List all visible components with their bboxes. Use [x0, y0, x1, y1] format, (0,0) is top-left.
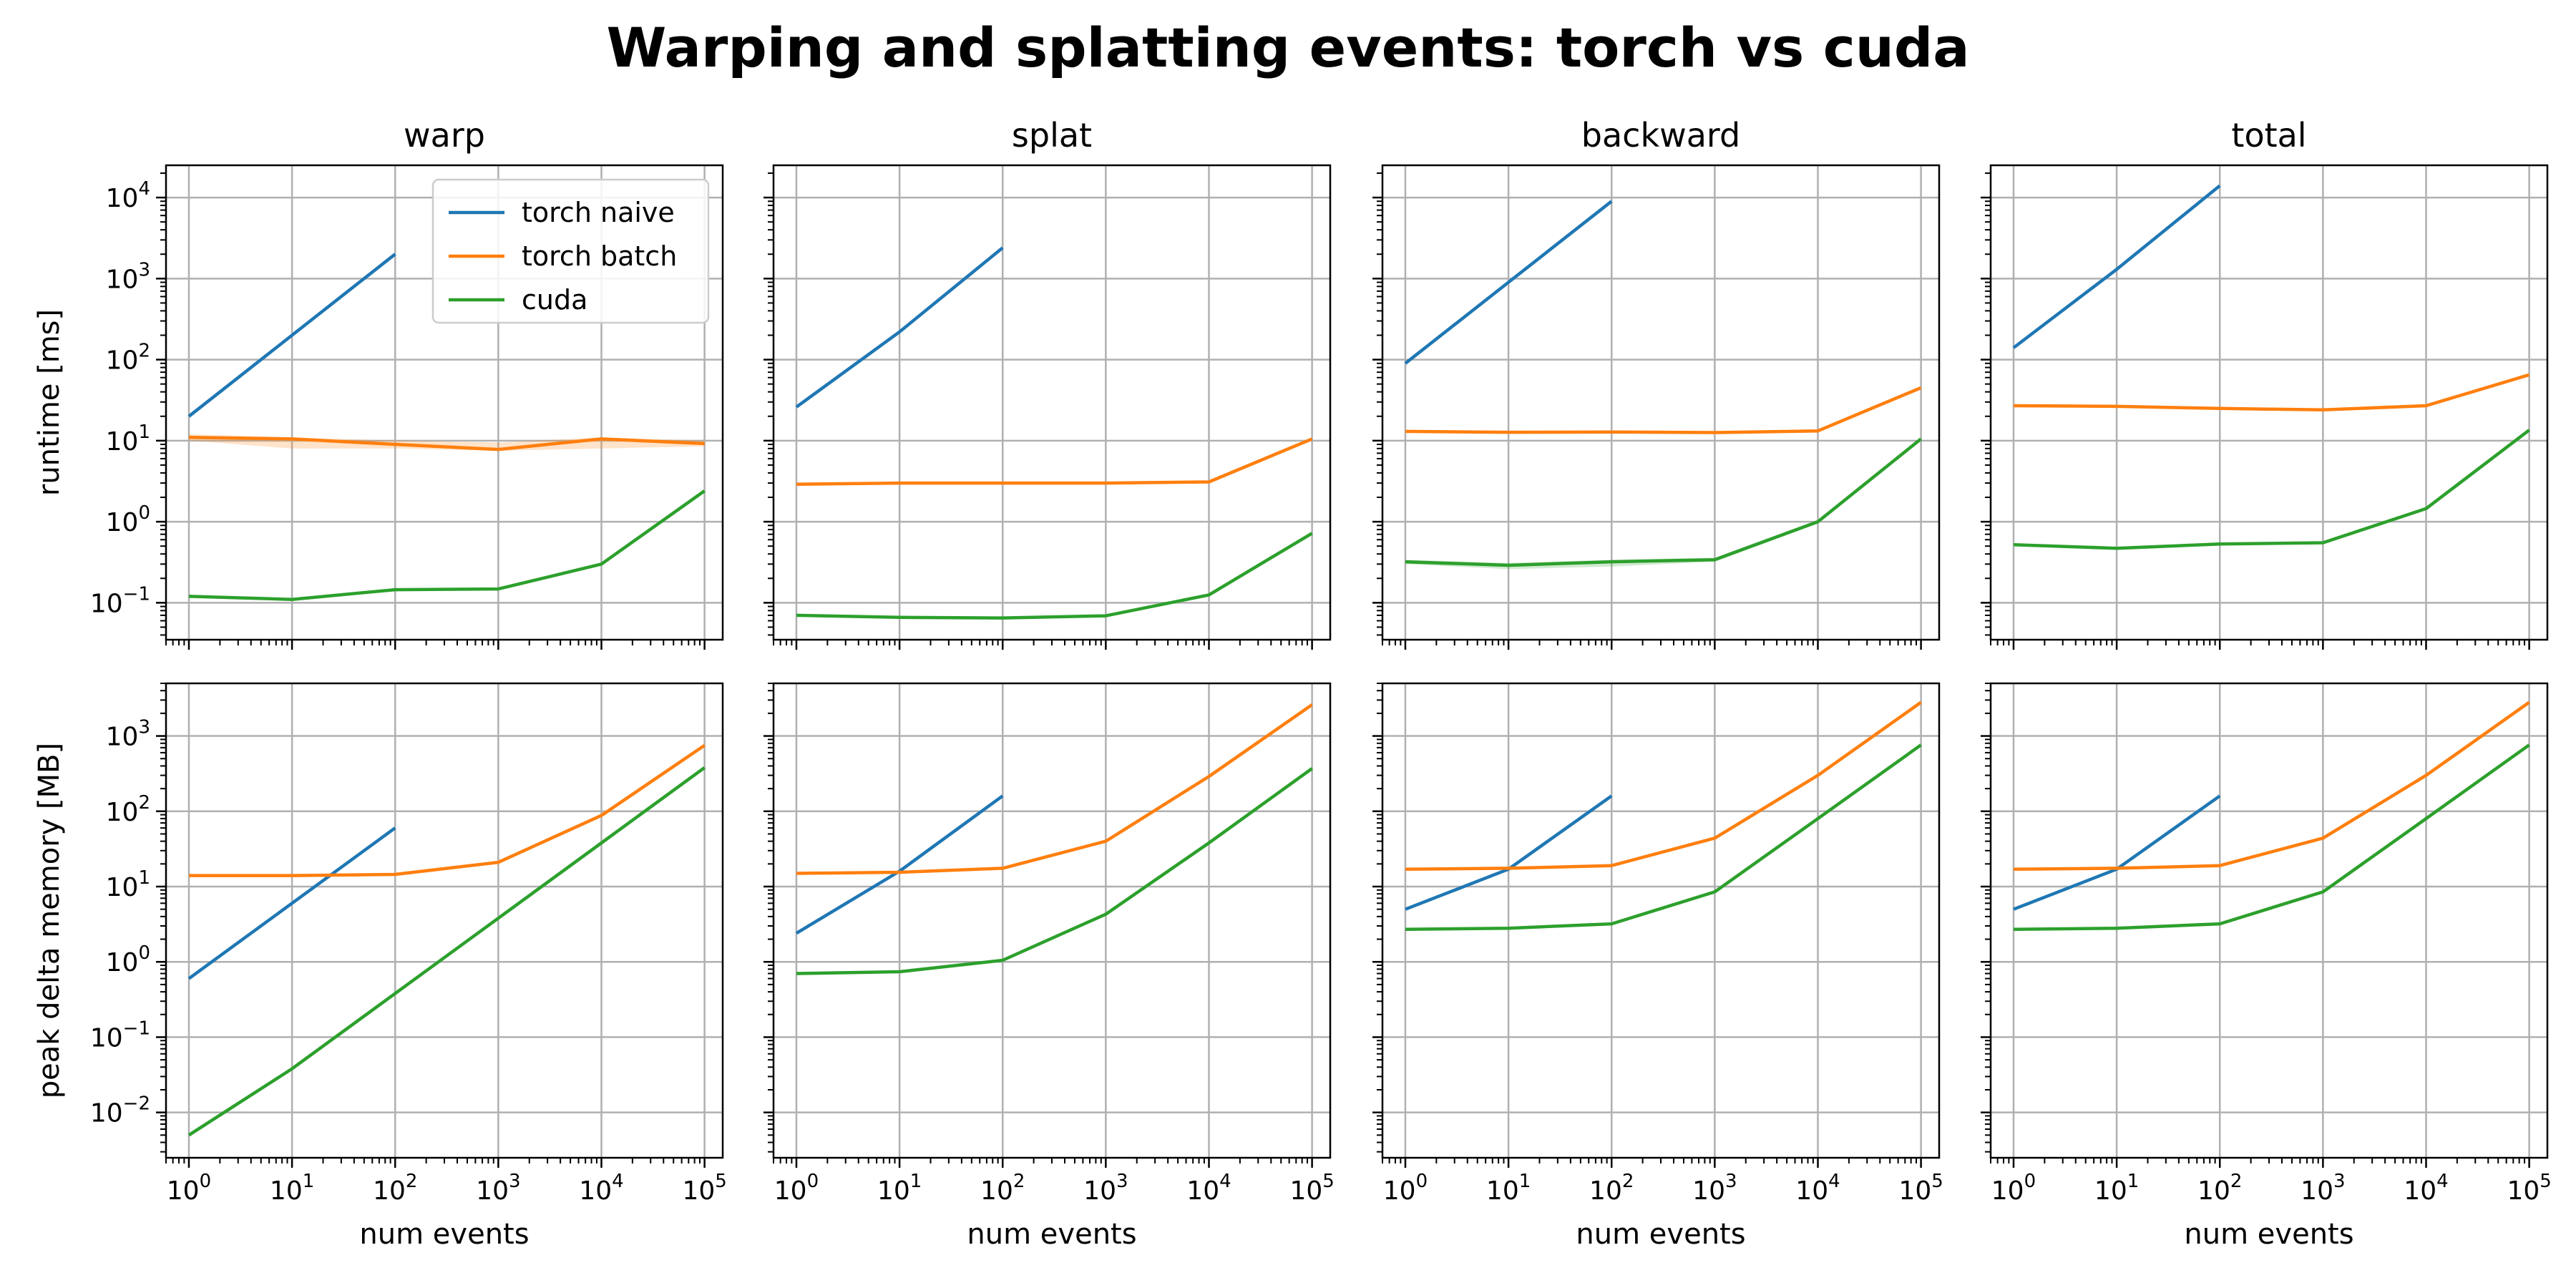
axes-frame: [1989, 164, 2549, 641]
panel-title: splat: [1012, 116, 1092, 155]
series-line-torch-naive: [795, 246, 1004, 409]
y-tick-label: 101: [106, 421, 150, 457]
x-tick-label: 105: [1898, 1171, 1943, 1206]
panel-runtime-1: 10−1 100 101 102 103 104 warp runtime [ms] torch…: [33, 116, 724, 650]
y-tick-label: 101: [106, 867, 150, 902]
y-tick-label: 10−1: [90, 583, 150, 618]
x-tick-label: 101: [2094, 1171, 2139, 1206]
axes-frame: [772, 164, 1332, 641]
x-tick-label: 102: [1589, 1171, 1634, 1206]
x-tick-label: 102: [373, 1171, 417, 1206]
panel-title: total: [2231, 116, 2306, 155]
y-tick-label: 10−1: [90, 1018, 150, 1053]
legend-box: [431, 178, 710, 324]
series-line-torch-naive: [2012, 184, 2221, 349]
x-tick-label: 105: [682, 1171, 726, 1206]
series-line-torch-batch: [2013, 373, 2530, 412]
series-line-torch-batch: [189, 743, 706, 877]
x-axis-label: num events: [359, 1218, 529, 1251]
series-line-torch-batch: [2013, 701, 2530, 871]
series-line-torch-batch: [1405, 701, 1922, 871]
y-axis-label: runtime [ms]: [33, 309, 66, 496]
y-tick-label: 103: [106, 717, 150, 752]
panel-memory-1: 100 101 102 103 104 105 10−2 10−1 100 101 102 103 nu…: [33, 682, 727, 1251]
panel-memory-4: 100 101 102 103 104 105 num events: [1981, 682, 2552, 1251]
legend: torch naive torch batch cuda: [431, 178, 710, 324]
y-tick-label: 100: [106, 502, 150, 537]
panel-title: backward: [1581, 116, 1740, 155]
series-band-torch-batch: [189, 434, 705, 451]
x-tick-label: 105: [1289, 1171, 1334, 1206]
series-line-torch-naive: [187, 826, 396, 980]
x-tick-label: 102: [980, 1171, 1025, 1206]
legend-label-torch-batch: torch batch: [522, 240, 677, 272]
axes-frame: [1989, 682, 2549, 1159]
legend-label-torch-naive: torch naive: [522, 197, 675, 228]
series-line-cuda: [2013, 429, 2530, 550]
series-line-cuda: [1405, 437, 1923, 567]
series-line-torch-batch: [796, 437, 1313, 486]
legend-label-cuda: cuda: [522, 284, 587, 316]
y-tick-label: 100: [106, 942, 150, 977]
axes-frame: [165, 682, 724, 1159]
panel-runtime-2: splat: [763, 116, 1332, 650]
figure-title: Warping and splatting events: torch vs c…: [606, 16, 1970, 79]
series-line-cuda: [2013, 743, 2530, 932]
y-tick-label: 10−2: [90, 1093, 150, 1128]
x-tick-label: 101: [270, 1171, 314, 1206]
series-line-cuda: [1405, 743, 1922, 932]
x-tick-label: 101: [877, 1171, 922, 1206]
x-tick-label: 100: [1383, 1171, 1428, 1206]
y-tick-label: 104: [106, 178, 150, 213]
y-axis-label: peak delta memory [MB]: [33, 743, 66, 1098]
series-line-torch-batch: [796, 703, 1313, 875]
axes-frame: [1381, 164, 1941, 641]
y-tick-label: 102: [106, 341, 150, 376]
panel-memory-3: 100 101 102 103 104 105 num events: [1372, 682, 1943, 1251]
x-tick-label: 100: [774, 1171, 819, 1206]
x-tick-label: 103: [2301, 1171, 2345, 1206]
axes-frame: [1381, 682, 1941, 1159]
panel-runtime-3: backward: [1372, 116, 1941, 650]
axes-frame: [165, 164, 724, 641]
x-axis-label: num events: [1576, 1218, 1745, 1251]
x-tick-label: 104: [2404, 1171, 2448, 1206]
series-line-cuda: [796, 767, 1313, 975]
series-line-torch-batch: [188, 435, 705, 452]
panel-memory-2: 100 101 102 103 104 105 num events: [763, 682, 1335, 1251]
x-tick-label: 105: [2507, 1171, 2551, 1206]
series-line-cuda: [187, 766, 706, 1137]
series-line-torch-batch: [1405, 386, 1922, 434]
series-line-torch-naive: [1404, 200, 1613, 365]
panel-title: warp: [404, 116, 485, 155]
x-axis-label: num events: [2184, 1218, 2353, 1251]
x-tick-label: 104: [1186, 1171, 1231, 1206]
x-tick-label: 104: [579, 1171, 623, 1206]
panel-runtime-4: total: [1981, 116, 2549, 650]
x-axis-label: num events: [967, 1218, 1136, 1251]
y-tick-label: 103: [106, 259, 150, 294]
x-tick-label: 103: [1692, 1171, 1737, 1206]
series-line-cuda: [188, 489, 706, 601]
x-tick-label: 100: [1991, 1171, 2036, 1206]
x-tick-label: 104: [1795, 1171, 1840, 1206]
series-line-cuda: [796, 532, 1313, 620]
x-tick-label: 100: [167, 1171, 211, 1206]
x-tick-label: 102: [2197, 1171, 2242, 1206]
x-tick-label: 103: [1083, 1171, 1128, 1206]
y-tick-label: 102: [106, 792, 150, 827]
axes-frame: [772, 682, 1332, 1159]
series-band-cuda: [1405, 437, 1921, 570]
x-tick-label: 103: [476, 1171, 520, 1206]
series-line-torch-naive: [187, 253, 396, 418]
x-tick-label: 101: [1486, 1171, 1531, 1206]
